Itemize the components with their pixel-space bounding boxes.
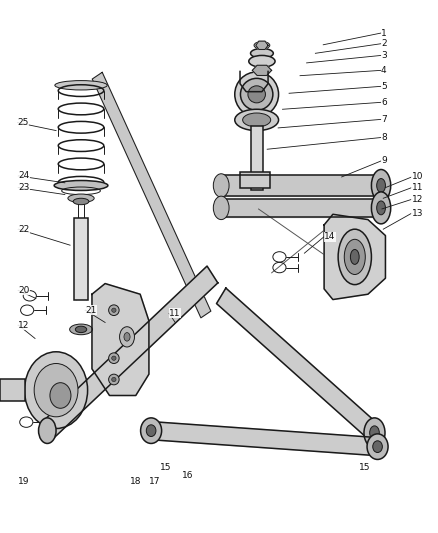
- Ellipse shape: [75, 326, 87, 333]
- Ellipse shape: [112, 356, 116, 360]
- Ellipse shape: [364, 418, 385, 448]
- Ellipse shape: [371, 192, 391, 224]
- Polygon shape: [92, 284, 149, 395]
- Ellipse shape: [68, 194, 94, 203]
- Ellipse shape: [350, 249, 359, 264]
- Circle shape: [34, 364, 78, 417]
- Text: 18: 18: [130, 478, 141, 486]
- Text: 11: 11: [169, 309, 180, 318]
- Polygon shape: [324, 214, 385, 300]
- Ellipse shape: [109, 353, 119, 364]
- Text: 25: 25: [18, 118, 29, 127]
- Polygon shape: [221, 175, 381, 196]
- Ellipse shape: [370, 426, 379, 440]
- Text: 3: 3: [381, 51, 387, 60]
- Text: 23: 23: [18, 183, 30, 192]
- Ellipse shape: [213, 174, 229, 197]
- Ellipse shape: [377, 201, 385, 215]
- Text: 21: 21: [85, 306, 97, 314]
- Text: 12: 12: [412, 195, 423, 204]
- Ellipse shape: [54, 181, 108, 190]
- Polygon shape: [42, 266, 218, 439]
- Text: 9: 9: [381, 157, 387, 165]
- Ellipse shape: [235, 72, 279, 117]
- Bar: [251, 126, 263, 190]
- Ellipse shape: [55, 80, 107, 90]
- Ellipse shape: [73, 198, 89, 205]
- Polygon shape: [151, 422, 378, 456]
- Polygon shape: [221, 199, 381, 217]
- Ellipse shape: [213, 196, 229, 220]
- Text: 24: 24: [18, 172, 30, 180]
- Circle shape: [25, 352, 88, 429]
- Text: 13: 13: [412, 209, 423, 217]
- Text: 19: 19: [18, 478, 29, 486]
- Ellipse shape: [344, 239, 365, 274]
- Text: 4: 4: [381, 66, 387, 75]
- Ellipse shape: [109, 374, 119, 385]
- Ellipse shape: [240, 78, 273, 110]
- Ellipse shape: [109, 305, 119, 316]
- Text: 15: 15: [160, 464, 171, 472]
- Text: 7: 7: [381, 115, 387, 124]
- Ellipse shape: [371, 169, 391, 201]
- Ellipse shape: [112, 308, 116, 312]
- Polygon shape: [216, 288, 379, 441]
- Text: 8: 8: [381, 133, 387, 142]
- Ellipse shape: [254, 42, 270, 49]
- Ellipse shape: [146, 425, 156, 437]
- Text: 11: 11: [412, 183, 423, 192]
- Ellipse shape: [235, 109, 279, 131]
- Bar: [0, 379, 25, 401]
- Text: 12: 12: [18, 321, 30, 329]
- Text: 20: 20: [18, 286, 30, 295]
- Text: 5: 5: [381, 82, 387, 91]
- Ellipse shape: [243, 113, 271, 127]
- Ellipse shape: [39, 418, 56, 443]
- Text: 15: 15: [359, 464, 371, 472]
- Bar: [240, 172, 270, 188]
- Text: 2: 2: [381, 39, 387, 48]
- Ellipse shape: [70, 324, 92, 335]
- Text: 10: 10: [412, 173, 423, 181]
- Ellipse shape: [141, 418, 162, 443]
- Ellipse shape: [120, 327, 134, 347]
- Ellipse shape: [367, 434, 388, 459]
- Text: 16: 16: [182, 471, 193, 480]
- Ellipse shape: [377, 179, 385, 192]
- Ellipse shape: [251, 49, 273, 58]
- Circle shape: [50, 383, 71, 408]
- Text: 6: 6: [381, 98, 387, 107]
- Ellipse shape: [338, 229, 371, 285]
- Text: 22: 22: [18, 225, 30, 233]
- Ellipse shape: [249, 55, 275, 67]
- Ellipse shape: [124, 333, 130, 341]
- Text: 17: 17: [149, 478, 160, 486]
- Ellipse shape: [248, 86, 265, 103]
- Polygon shape: [256, 41, 268, 50]
- Polygon shape: [252, 65, 272, 76]
- Polygon shape: [92, 72, 211, 318]
- Text: 14: 14: [324, 232, 336, 241]
- Ellipse shape: [112, 377, 116, 382]
- Text: 1: 1: [381, 29, 387, 37]
- Bar: [74, 218, 88, 300]
- Ellipse shape: [373, 441, 382, 453]
